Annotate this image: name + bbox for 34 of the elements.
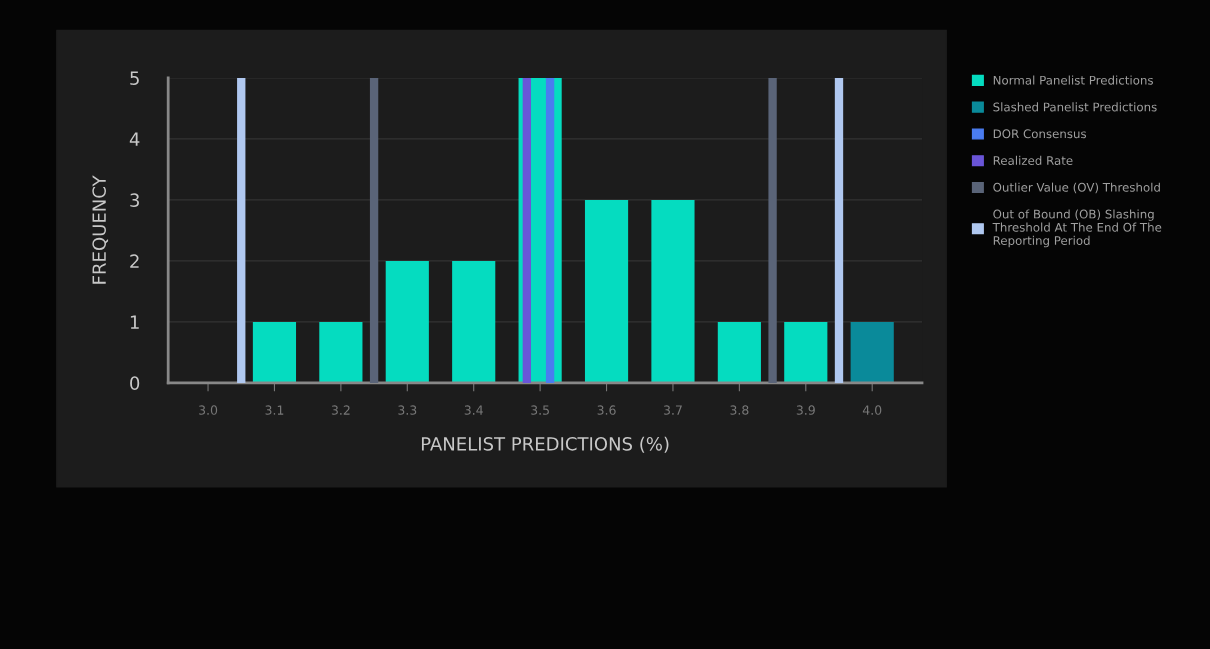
bar xyxy=(584,199,629,383)
y-tick-label: 3 xyxy=(130,193,139,208)
legend-label: Realized Rate xyxy=(993,155,1073,165)
bar xyxy=(651,199,695,383)
y-axis-title: FREQUENCY xyxy=(92,175,109,284)
bar xyxy=(319,321,363,383)
y-tick-label: 4 xyxy=(129,132,140,146)
x-tick-label: 3.0 xyxy=(199,405,218,415)
x-tick-label: 3.1 xyxy=(265,405,284,415)
bar xyxy=(784,321,828,383)
bar xyxy=(850,321,894,383)
x-tick-label: 4.0 xyxy=(862,405,882,415)
bar xyxy=(252,321,297,383)
x-tick-label: 3.8 xyxy=(730,405,749,415)
y-tick-label: 1 xyxy=(130,315,139,329)
x-axis-title: PANELIST PREDICTIONS (%) xyxy=(421,436,669,453)
y-tick-label: 2 xyxy=(130,254,139,268)
legend-label: Slashed Panelist Predictions xyxy=(993,102,1157,112)
x-tick-label: 3.4 xyxy=(464,405,483,415)
bar xyxy=(717,321,761,383)
x-tick-label: 3.6 xyxy=(597,405,616,415)
bar xyxy=(452,260,496,383)
legend-label: DOR Consensus xyxy=(993,129,1087,139)
x-tick-label: 3.7 xyxy=(663,405,682,415)
x-tick-label: 3.5 xyxy=(531,405,549,415)
y-tick-label: 0 xyxy=(130,376,140,391)
y-tick-label: 5 xyxy=(130,71,139,85)
legend-label: Out of Bound (OB) Slashing Threshold At The End Of The Reporting Period xyxy=(992,209,1162,248)
legend-label: Outlier Value (OV) Threshold xyxy=(993,182,1160,194)
legend-label: Normal Panelist Predictions xyxy=(993,75,1153,85)
bar xyxy=(385,260,429,383)
x-tick-label: 3.3 xyxy=(398,405,417,415)
x-tick-label: 3.2 xyxy=(331,405,350,415)
x-tick-label: 3.9 xyxy=(796,405,815,415)
